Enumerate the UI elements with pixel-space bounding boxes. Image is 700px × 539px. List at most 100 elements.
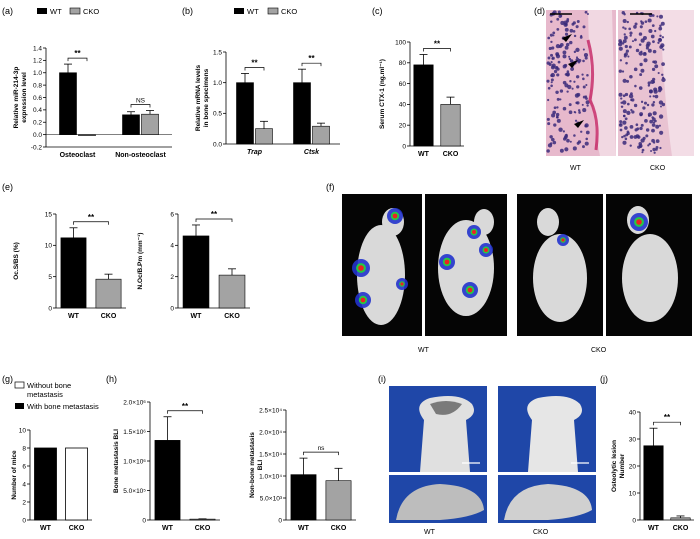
- nucleus: [586, 74, 589, 77]
- panel-label-c: (c): [372, 6, 383, 16]
- nucleus: [655, 145, 659, 149]
- nucleus: [585, 97, 588, 100]
- y-axis-label: Serum CTX-1 (ng.ml⁻¹): [379, 59, 386, 129]
- bar-wt-0: [59, 72, 77, 135]
- nucleus: [559, 148, 564, 153]
- nucleus: [638, 86, 643, 90]
- nucleus: [563, 20, 568, 25]
- nucleus: [654, 29, 657, 33]
- nucleus: [631, 110, 635, 114]
- nucleus: [661, 102, 666, 107]
- tibia-cko: [527, 396, 582, 472]
- nucleus: [622, 120, 627, 125]
- nucleus: [564, 83, 569, 88]
- nucleus: [555, 44, 561, 49]
- nucleus: [647, 48, 652, 53]
- x-category-label: Osteoclast: [60, 152, 96, 159]
- panel-label-d: (d): [534, 6, 545, 16]
- bar-cko-1: [141, 113, 159, 135]
- nucleus: [564, 45, 569, 50]
- chart-h1: 0 5.0×10⁵ 1.0×10⁶ 1.5×10⁶ 2.0×10⁶ Bone metast…: [113, 399, 220, 532]
- y-tick-label: 1.0: [33, 70, 42, 77]
- nucleus: [625, 133, 629, 137]
- bar-wt: [60, 237, 87, 309]
- significance-label: **: [211, 210, 218, 219]
- nucleus: [575, 56, 579, 59]
- nucleus: [661, 77, 666, 83]
- nucleus: [648, 142, 652, 146]
- microct-images-i: [389, 386, 596, 523]
- legend-swatch-cko: [267, 7, 279, 15]
- nucleus: [619, 128, 623, 132]
- y-axis-label: in bone specimens: [203, 68, 210, 127]
- x-category-label: Ctsk: [304, 149, 320, 156]
- nucleus: [651, 116, 654, 119]
- nucleus: [582, 59, 585, 63]
- bar-cko-0: [255, 128, 273, 145]
- nucleus: [659, 146, 662, 150]
- y-tick-label: 10: [19, 427, 27, 434]
- nucleus: [556, 17, 560, 21]
- nucleus: [639, 73, 643, 77]
- y-tick-label: 5: [48, 274, 52, 281]
- nucleus: [549, 142, 553, 145]
- nucleus: [582, 145, 585, 149]
- nucleus: [629, 34, 632, 37]
- nucleus: [655, 148, 658, 151]
- y-tick-label: 6: [22, 463, 26, 470]
- nucleus: [641, 148, 645, 152]
- nucleus: [550, 78, 554, 82]
- nucleus: [553, 106, 557, 110]
- nucleus: [628, 27, 632, 31]
- nucleus: [557, 10, 561, 14]
- nucleus: [652, 111, 657, 116]
- significance-label: **: [308, 54, 315, 63]
- nucleus: [619, 59, 623, 62]
- bar-cko: [189, 518, 216, 521]
- nucleus: [575, 47, 580, 53]
- bar-cko: [95, 278, 122, 309]
- legend-line: metastasis: [27, 390, 63, 399]
- nucleus: [653, 87, 658, 92]
- nucleus: [573, 80, 576, 83]
- nucleus: [546, 79, 550, 83]
- y-tick-label: 0.2: [33, 120, 42, 127]
- chart-g: 0 2 4 6 8 10 Number of mice WT CKO: [11, 427, 92, 532]
- y-tick-label: 80: [399, 60, 407, 67]
- y-tick-label: 2: [22, 499, 26, 506]
- bli-spot-core: [561, 238, 565, 242]
- legend-swatch-without: [14, 381, 25, 389]
- caption-f-wt: WT: [418, 347, 430, 354]
- nucleus: [654, 94, 659, 99]
- nucleus: [639, 25, 643, 29]
- bli-images-f: [342, 194, 692, 336]
- significance-label: **: [88, 213, 95, 222]
- nucleus: [556, 106, 559, 109]
- nucleus: [550, 60, 553, 64]
- y-tick-label: 1.4: [33, 45, 42, 52]
- nucleus: [633, 135, 638, 139]
- y-tick-label: 0: [22, 517, 26, 524]
- nucleus: [621, 42, 625, 45]
- nucleus: [571, 87, 574, 90]
- nucleus: [661, 62, 665, 67]
- nucleus: [581, 73, 584, 76]
- nucleus: [573, 50, 577, 54]
- nucleus: [652, 100, 656, 104]
- chart-c: 0 20 40 60 80 100 Serum CTX-1 (ng.ml⁻¹) WT CKO **: [379, 39, 464, 158]
- nucleus: [624, 27, 627, 30]
- nucleus: [639, 62, 643, 67]
- bar-wt: [413, 64, 434, 147]
- x-category-label: CKO: [69, 525, 85, 532]
- chart-a: -0.2 0.0 0.2 0.4 0.6 0.8 1.0 1.2 1.4 Relative miR…: [13, 45, 172, 159]
- y-tick-label: 0.0: [33, 132, 42, 139]
- y-tick-label: 0: [278, 517, 282, 524]
- caption-d-wt: WT: [570, 165, 582, 172]
- nucleus: [548, 46, 552, 51]
- chart-e2: 0 2 4 6 N.Oc/B.Pm (mm⁻¹) WT CKO **: [137, 210, 250, 320]
- y-tick-label: 1.5×10⁴: [259, 451, 282, 458]
- nucleus: [647, 81, 651, 85]
- nucleus: [621, 70, 625, 73]
- y-tick-label: 0: [402, 143, 406, 150]
- nucleus: [564, 27, 569, 32]
